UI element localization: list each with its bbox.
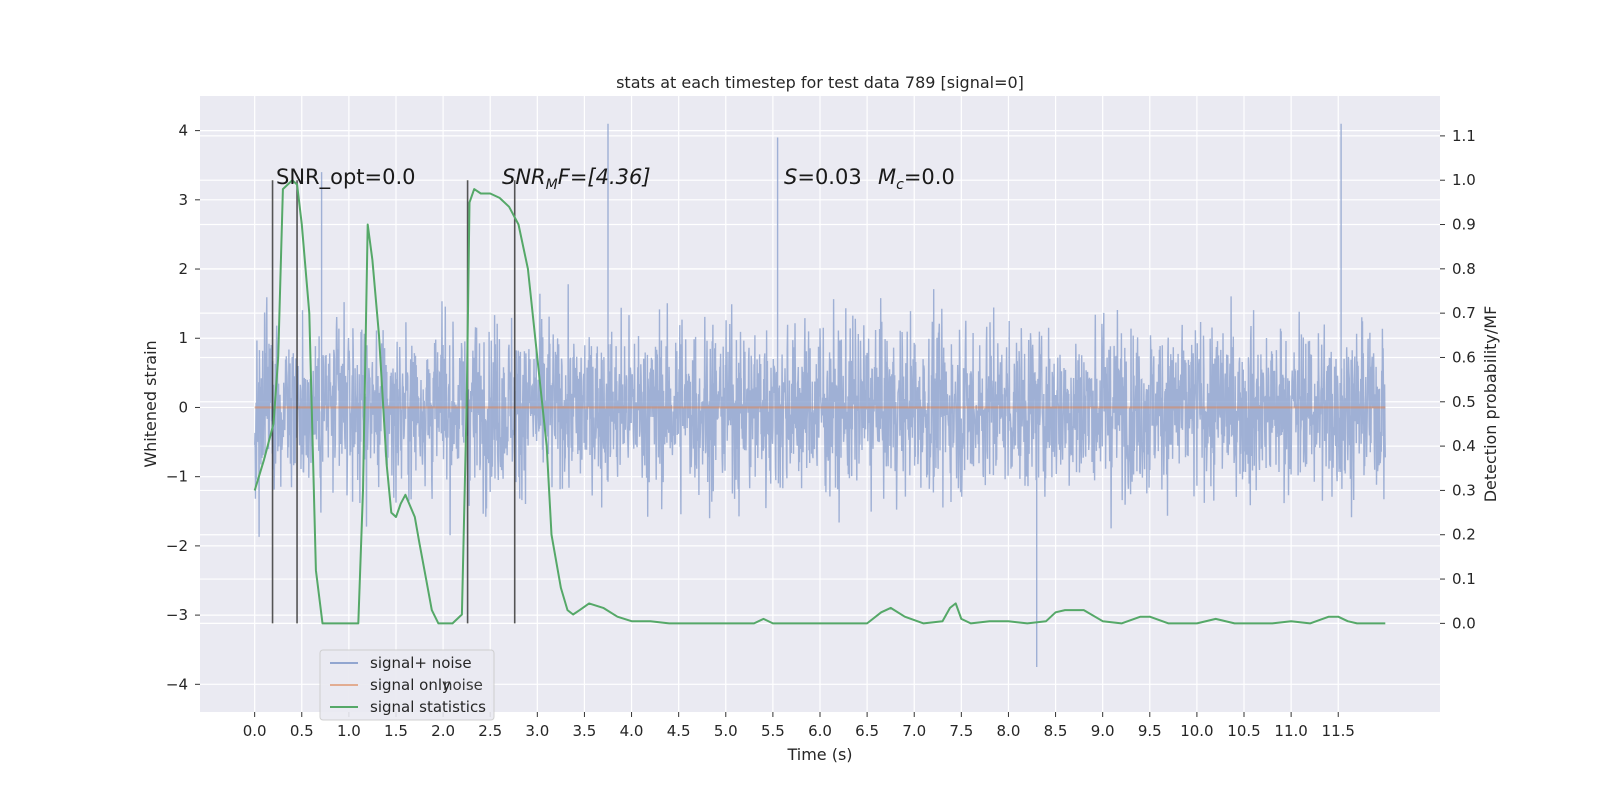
yr-tick-label-7: 0.4 <box>1452 437 1476 455</box>
annotation-s-italic: S <box>784 165 797 189</box>
annotation-mc-italic: M <box>878 165 896 189</box>
yl-tick-label-8: −4 <box>166 675 188 693</box>
annotation-snr-mf-base: SNR <box>502 165 546 189</box>
x-tick-label-17: 8.5 <box>1044 722 1068 740</box>
x-axis-label: Time (s) <box>786 745 852 764</box>
yl-tick-label-3: 1 <box>178 329 188 347</box>
right-y-axis-ticks: 1.1 1.0 0.9 0.8 0.7 0.6 0.5 0.4 0.3 0.2 0.1 0.0 <box>1440 127 1476 632</box>
x-tick-label-10: 5.0 <box>714 722 738 740</box>
yr-tick-label-6: 0.5 <box>1452 393 1476 411</box>
left-y-axis-ticks: 4 3 2 1 0 −1 −2 −3 −4 <box>166 122 200 693</box>
x-tick-label-2: 1.0 <box>337 722 361 740</box>
x-tick-label-9: 4.5 <box>667 722 691 740</box>
x-tick-label-15: 7.5 <box>949 722 973 740</box>
annotation-mc-stat: Mc=0.0 <box>878 165 955 193</box>
yr-tick-label-1: 1.0 <box>1452 171 1476 189</box>
yl-tick-label-2: 2 <box>178 260 188 278</box>
yl-tick-label-1: 3 <box>178 191 188 209</box>
legend-box <box>319 649 495 721</box>
line-signal-plus-noise <box>254 123 1386 667</box>
x-tick-label-16: 8.0 <box>997 722 1021 740</box>
annotation-mc-value: =0.0 <box>904 165 955 189</box>
yl-tick-label-7: −3 <box>166 606 188 624</box>
x-tick-label-7: 3.5 <box>573 722 597 740</box>
x-tick-label-5: 2.5 <box>478 722 502 740</box>
series-signal-plus-noise <box>254 123 1386 667</box>
x-tick-label-22: 11.0 <box>1274 722 1307 740</box>
x-tick-label-20: 10.0 <box>1180 722 1213 740</box>
x-tick-label-4: 2.0 <box>431 722 455 740</box>
yl-tick-label-5: −1 <box>166 468 188 486</box>
yr-tick-label-0: 1.1 <box>1452 127 1476 145</box>
x-tick-label-12: 6.0 <box>808 722 832 740</box>
chart-title: stats at each timestep for test data 789… <box>616 73 1024 92</box>
x-tick-label-8: 4.0 <box>620 722 644 740</box>
yr-tick-label-3: 0.8 <box>1452 260 1476 278</box>
annotation-snr-mf-rest: F=[4.36] <box>558 165 651 189</box>
legend-label-overlay-noise: noise <box>443 676 483 694</box>
annotation-snr-mf-sub: M <box>546 177 558 193</box>
x-tick-label-6: 3.0 <box>525 722 549 740</box>
x-tick-label-14: 7.0 <box>902 722 926 740</box>
annotation-mc-sub: c <box>896 177 904 193</box>
yr-tick-label-5: 0.6 <box>1452 348 1476 366</box>
yr-tick-label-11: 0.0 <box>1452 614 1476 632</box>
annotations: SNR_opt=0.0 SNRMF=[4.36] S=0.03 Mc=0.0 <box>276 165 955 193</box>
line-signal-statistics <box>253 179 1386 625</box>
yl-tick-label-0: 4 <box>178 122 188 140</box>
x-tick-label-3: 1.5 <box>384 722 408 740</box>
x-axis-ticks: 0.0 0.5 1.0 1.5 2.0 2.5 3.0 3.5 4.0 4.5 5.0 5.5 6.0 6… <box>243 712 1355 740</box>
legend-label-signal-plus-noise: signal+ noise <box>370 654 472 672</box>
right-y-axis-label: Detection probability/MF <box>1481 306 1500 503</box>
yl-tick-label-6: −2 <box>166 537 188 555</box>
annotation-snr-opt: SNR_opt=0.0 <box>276 165 416 190</box>
left-y-axis-label: Whitened strain <box>141 340 160 467</box>
legend-label-signal-statistics: signal statistics <box>370 698 486 716</box>
x-tick-label-13: 6.5 <box>855 722 879 740</box>
yr-tick-label-2: 0.9 <box>1452 216 1476 234</box>
yl-tick-label-4: 0 <box>178 398 188 416</box>
x-tick-label-0: 0.0 <box>243 722 267 740</box>
annotation-snr-mf: SNRMF=[4.36] <box>502 165 651 193</box>
x-tick-label-1: 0.5 <box>290 722 314 740</box>
x-tick-label-21: 10.5 <box>1227 722 1260 740</box>
legend: signal+ noise signal only noise signal s… <box>319 649 495 721</box>
yr-tick-label-8: 0.3 <box>1452 481 1476 499</box>
yr-tick-label-9: 0.2 <box>1452 526 1476 544</box>
x-tick-label-19: 9.5 <box>1138 722 1162 740</box>
x-tick-label-18: 9.0 <box>1091 722 1115 740</box>
annotation-s-stat: S=0.03 <box>784 165 862 189</box>
legend-label-signal-only: signal only <box>370 676 451 694</box>
x-tick-label-11: 5.5 <box>761 722 785 740</box>
x-tick-label-23: 11.5 <box>1322 722 1355 740</box>
yr-tick-label-4: 0.7 <box>1452 304 1476 322</box>
yr-tick-label-10: 0.1 <box>1452 570 1476 588</box>
series-signal-statistics <box>253 179 1386 625</box>
annotation-s-value: =0.03 <box>797 165 861 189</box>
